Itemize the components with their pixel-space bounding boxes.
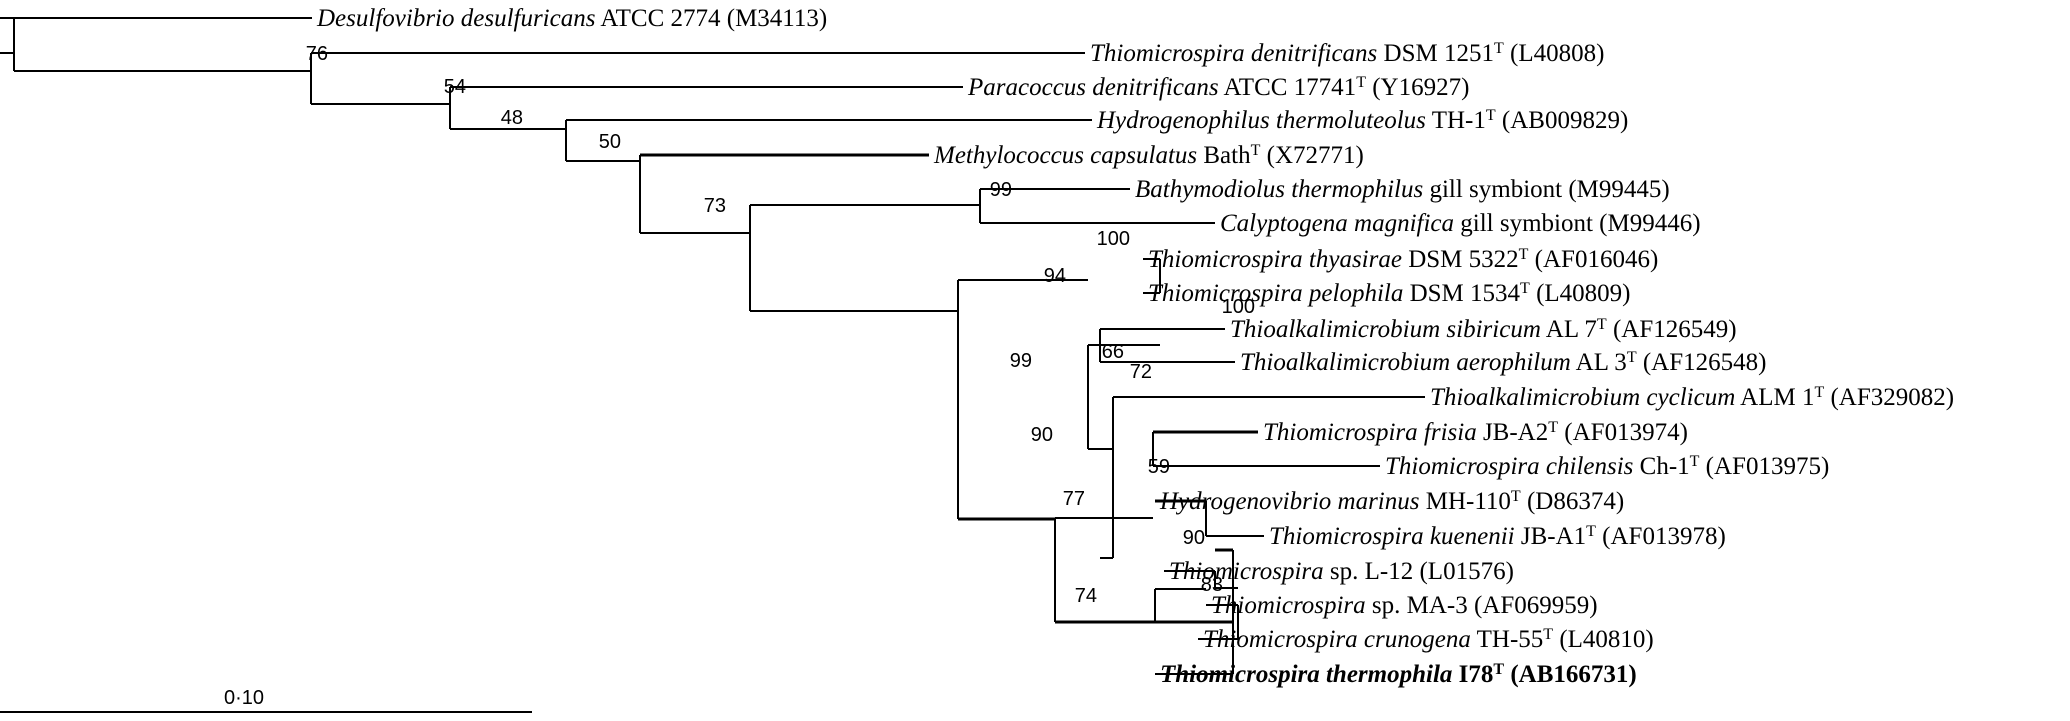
bootstrap-value: 66 (1102, 341, 1124, 363)
bootstrap-value: 48 (501, 107, 523, 129)
bootstrap-value: 100 (1222, 296, 1255, 318)
bootstrap-value: 90 (1031, 424, 1053, 446)
taxon-label: Thiomicrospira denitrificans DSM 1251T (… (1090, 40, 1604, 68)
bootstrap-value: 74 (1075, 585, 1097, 607)
bootstrap-value: 77 (1063, 488, 1085, 510)
bootstrap-value: 50 (599, 131, 621, 153)
taxon-label: Thioalkalimicrobium aerophilum AL 3T (AF… (1240, 349, 1766, 377)
taxon-label: Thiomicrospira frisia JB-A2T (AF013974) (1263, 419, 1688, 447)
taxon-label: Thiomicrospira sp. MA-3 (AF069959) (1211, 592, 1598, 619)
tree-branches (0, 17, 1425, 675)
bootstrap-value: 72 (1130, 361, 1152, 383)
taxon-label: Desulfovibrio desulfuricans ATCC 2774 (M… (316, 5, 827, 32)
taxon-label: Thioalkalimicrobium cyclicum ALM 1T (AF3… (1430, 384, 1954, 412)
taxon-label: Hydrogenovibrio marinus MH-110T (D86374) (1159, 488, 1624, 516)
taxon-label: Methylococcus capsulatus BathT (X72771) (933, 142, 1364, 170)
bootstrap-value: 90 (1183, 527, 1205, 549)
taxon-label: Thiomicrospira thermophila I78T (AB16673… (1160, 661, 1637, 689)
taxon-label: Thioalkalimicrobium sibiricum AL 7T (AF1… (1230, 316, 1737, 344)
bootstrap-value: 94 (1044, 265, 1066, 287)
scale-bar-label: 0·10 (224, 687, 264, 709)
taxon-label: Calyptogena magnifica gill symbiont (M99… (1220, 210, 1701, 237)
bootstrap-value: 73 (704, 195, 726, 217)
taxon-label: Thiomicrospira kuenenii JB-A1T (AF013978… (1269, 523, 1726, 551)
bootstrap-values: 76 54 48 50 73 99 99 94 100 72 100 90 66 77 59 74 90 83 (306, 43, 1255, 607)
taxon-label: Bathymodiolus thermophilus gill symbiont… (1135, 176, 1670, 203)
taxon-label: Thiomicrospira chilensis Ch-1T (AF013975… (1385, 453, 1829, 481)
bootstrap-value: 83 (1201, 574, 1223, 596)
bootstrap-value: 54 (444, 76, 466, 98)
taxon-label: Thiomicrospira pelophila DSM 1534T (L408… (1148, 280, 1630, 308)
taxon-label: Hydrogenophilus thermoluteolus TH-1T (AB… (1096, 107, 1628, 135)
taxon-label: Thiomicrospira crunogena TH-55T (L40810) (1203, 626, 1654, 654)
scale-bar: 0·10 (0, 687, 532, 713)
taxon-labels: Desulfovibrio desulfuricans ATCC 2774 (M… (316, 5, 1954, 688)
bootstrap-value: 76 (306, 43, 328, 65)
bootstrap-value: 99 (990, 179, 1012, 201)
taxon-label: Thiomicrospira sp. L-12 (L01576) (1169, 558, 1514, 585)
bootstrap-value: 100 (1097, 228, 1130, 250)
bootstrap-value: 99 (1010, 350, 1032, 372)
taxon-label: Thiomicrospira thyasirae DSM 5322T (AF01… (1148, 246, 1658, 274)
bootstrap-value: 59 (1148, 456, 1170, 478)
taxon-label: Paracoccus denitrificans ATCC 17741T (Y1… (967, 74, 1469, 102)
